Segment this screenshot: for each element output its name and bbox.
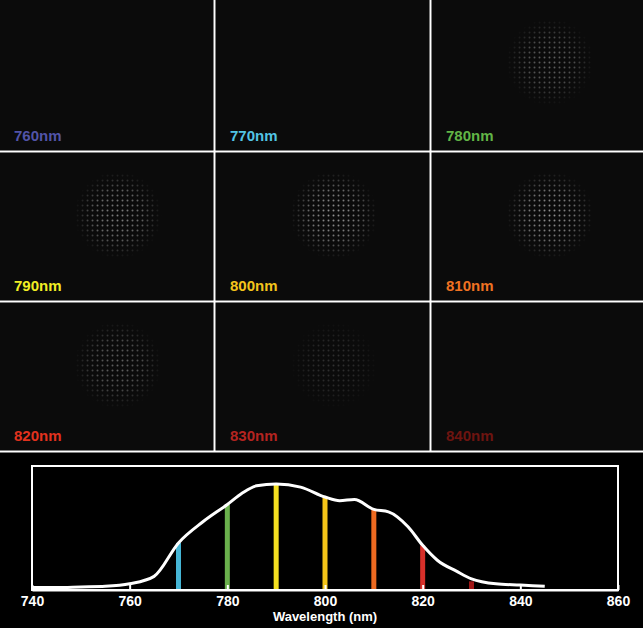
spot-pattern bbox=[290, 171, 378, 259]
separator bbox=[0, 151, 643, 153]
panel: 800nm bbox=[216, 153, 429, 300]
x-tick-label: 800 bbox=[314, 593, 338, 609]
spectrum-line bbox=[32, 484, 545, 588]
x-tick: 820 bbox=[411, 585, 435, 609]
panel-background bbox=[432, 153, 643, 300]
x-tick-label: 780 bbox=[216, 593, 240, 609]
separator bbox=[214, 0, 216, 451]
separator bbox=[430, 0, 432, 451]
panel: 810nm bbox=[432, 153, 643, 300]
panel-background bbox=[216, 0, 429, 150]
panel: 840nm bbox=[432, 303, 643, 450]
x-tick-label: 860 bbox=[607, 593, 631, 609]
wavelength-bar bbox=[176, 543, 181, 590]
panel-label: 800nm bbox=[230, 277, 278, 294]
panel-grid: 760nm 770nm 780nm 790nm 800nm 810nm 820nm 830nm… bbox=[0, 0, 643, 452]
spot-pattern bbox=[506, 18, 594, 106]
panel: 790nm bbox=[0, 153, 213, 300]
panel-background bbox=[432, 303, 643, 450]
panel-label: 830nm bbox=[230, 427, 278, 444]
x-tick: 840 bbox=[509, 585, 533, 609]
background bbox=[0, 0, 643, 628]
wavelength-bar bbox=[274, 485, 279, 590]
x-tick-label: 840 bbox=[509, 593, 533, 609]
spectrum-chart: 740 760 780 800 820 840 860 Wavelength (nm) bbox=[21, 466, 631, 624]
panel-background bbox=[0, 153, 213, 300]
plot-frame bbox=[32, 466, 618, 590]
separator bbox=[0, 301, 643, 303]
panel-label: 840nm bbox=[446, 427, 494, 444]
panel: 820nm bbox=[0, 303, 213, 450]
panel-label: 780nm bbox=[446, 127, 494, 144]
panel: 770nm bbox=[216, 0, 429, 150]
panel-label: 760nm bbox=[14, 127, 62, 144]
spot-pattern bbox=[290, 321, 378, 409]
x-tick-mark bbox=[422, 585, 424, 590]
panel-background bbox=[0, 303, 213, 450]
spot-pattern bbox=[74, 171, 162, 259]
figure: 760nm 770nm 780nm 790nm 800nm 810nm 820nm 830nm… bbox=[0, 0, 643, 628]
x-tick-mark bbox=[227, 585, 229, 590]
wavelength-bar bbox=[420, 545, 425, 590]
x-tick: 860 bbox=[607, 585, 631, 609]
x-tick-mark bbox=[325, 585, 327, 590]
wavelength-bar bbox=[323, 497, 328, 590]
x-tick: 780 bbox=[216, 585, 240, 609]
panel-background bbox=[216, 153, 429, 300]
panel-background bbox=[0, 0, 213, 150]
x-tick-mark bbox=[520, 585, 522, 590]
panel: 760nm bbox=[0, 0, 213, 150]
panel-background bbox=[216, 303, 429, 450]
wavelength-bar bbox=[371, 509, 376, 590]
x-tick-label: 820 bbox=[411, 593, 435, 609]
x-tick: 760 bbox=[118, 585, 142, 609]
x-tick-mark bbox=[129, 585, 131, 590]
panel: 830nm bbox=[216, 303, 429, 450]
x-axis: 740 760 780 800 820 840 860 bbox=[21, 585, 631, 609]
x-tick: 800 bbox=[314, 585, 338, 609]
x-tick: 740 bbox=[21, 585, 45, 609]
wavelength-bar bbox=[225, 504, 230, 590]
panel-label: 810nm bbox=[446, 277, 494, 294]
panel-label: 820nm bbox=[14, 427, 62, 444]
separator bbox=[0, 451, 643, 453]
panel-label: 770nm bbox=[230, 127, 278, 144]
spot-pattern bbox=[506, 171, 594, 259]
spot-pattern bbox=[74, 321, 162, 409]
plot-marks bbox=[32, 484, 545, 590]
panel: 780nm bbox=[432, 0, 643, 150]
panel-label: 790nm bbox=[14, 277, 62, 294]
x-tick-mark bbox=[32, 585, 34, 590]
wavelength-bar bbox=[469, 581, 474, 590]
x-axis-title: Wavelength (nm) bbox=[273, 609, 377, 624]
x-tick-label: 760 bbox=[118, 593, 142, 609]
panel-background bbox=[432, 0, 643, 150]
x-tick-mark bbox=[618, 585, 620, 590]
x-tick-label: 740 bbox=[21, 593, 45, 609]
